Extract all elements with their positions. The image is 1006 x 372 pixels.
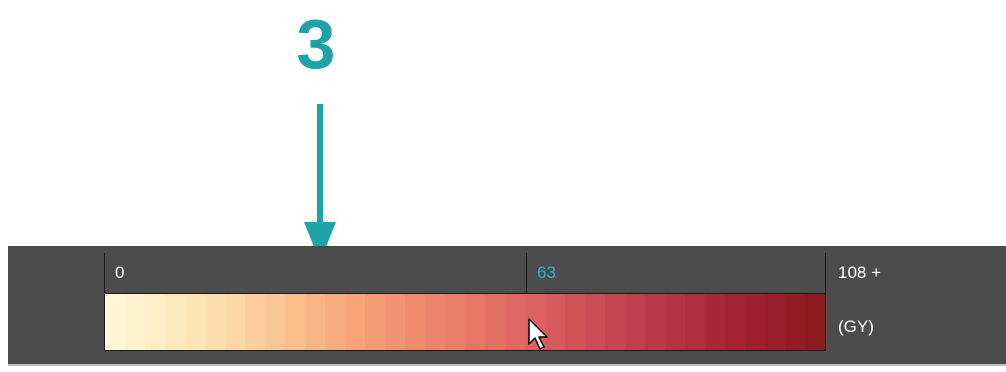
gradient-step	[365, 294, 385, 350]
tick-mark-0	[104, 253, 105, 293]
gradient-step	[385, 294, 405, 350]
gradient-step	[425, 294, 445, 350]
gradient-step	[805, 294, 825, 350]
dose-gradient-bar[interactable]	[104, 293, 826, 351]
gradient-step	[545, 294, 565, 350]
gradient-step	[465, 294, 485, 350]
gradient-step	[285, 294, 305, 350]
gradient-step	[585, 294, 605, 350]
gradient-step	[485, 294, 505, 350]
gradient-step	[145, 294, 165, 350]
callout-number: 3	[296, 5, 336, 83]
gradient-step	[225, 294, 245, 350]
callout-arrow-icon	[304, 104, 336, 262]
color-scale-legend: 0 63 108 + (GY)	[8, 246, 1006, 364]
gradient-step	[565, 294, 585, 350]
gradient-step	[625, 294, 645, 350]
gradient-step	[265, 294, 285, 350]
gradient-step	[685, 294, 705, 350]
gradient-step	[665, 294, 685, 350]
gradient-step	[185, 294, 205, 350]
gradient-step	[745, 294, 765, 350]
gradient-step	[325, 294, 345, 350]
gradient-step	[165, 294, 185, 350]
gradient-step	[765, 294, 785, 350]
gradient-step	[445, 294, 465, 350]
gradient-step	[105, 294, 125, 350]
gradient-step	[505, 294, 525, 350]
max-dose-label: 108 +	[838, 263, 882, 282]
gradient-step	[705, 294, 725, 350]
gradient-step	[345, 294, 365, 350]
gradient-step	[205, 294, 225, 350]
gradient-step	[725, 294, 745, 350]
gradient-step	[405, 294, 425, 350]
tick-mark-max	[825, 253, 826, 293]
gradient-step	[305, 294, 325, 350]
gradient-step	[785, 294, 805, 350]
arrow-cursor-icon	[528, 318, 548, 350]
gradient-step	[125, 294, 145, 350]
gradient-step	[605, 294, 625, 350]
legend-divider	[8, 364, 1006, 366]
dose-unit-label: (GY)	[838, 317, 874, 336]
tick-mark-63	[526, 253, 527, 293]
tick-label-63: 63	[537, 263, 556, 282]
tick-label-0: 0	[115, 263, 125, 282]
gradient-step	[245, 294, 265, 350]
gradient-step	[645, 294, 665, 350]
